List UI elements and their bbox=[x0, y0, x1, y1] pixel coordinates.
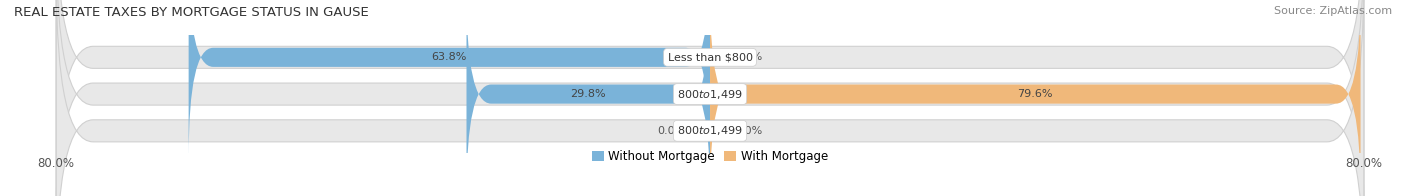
Text: 0.0%: 0.0% bbox=[657, 126, 686, 136]
Text: 63.8%: 63.8% bbox=[432, 52, 467, 62]
Text: REAL ESTATE TAXES BY MORTGAGE STATUS IN GAUSE: REAL ESTATE TAXES BY MORTGAGE STATUS IN … bbox=[14, 6, 368, 19]
Text: 0.0%: 0.0% bbox=[734, 52, 763, 62]
Text: 29.8%: 29.8% bbox=[571, 89, 606, 99]
FancyBboxPatch shape bbox=[56, 0, 1364, 196]
FancyBboxPatch shape bbox=[56, 0, 1364, 196]
FancyBboxPatch shape bbox=[188, 0, 710, 158]
FancyBboxPatch shape bbox=[467, 0, 710, 195]
Text: $800 to $1,499: $800 to $1,499 bbox=[678, 124, 742, 137]
FancyBboxPatch shape bbox=[710, 0, 1361, 195]
Text: 79.6%: 79.6% bbox=[1018, 89, 1053, 99]
Text: Less than $800: Less than $800 bbox=[668, 52, 752, 62]
Text: 0.0%: 0.0% bbox=[734, 126, 763, 136]
Text: Source: ZipAtlas.com: Source: ZipAtlas.com bbox=[1274, 6, 1392, 16]
FancyBboxPatch shape bbox=[56, 0, 1364, 196]
Text: $800 to $1,499: $800 to $1,499 bbox=[678, 88, 742, 101]
Legend: Without Mortgage, With Mortgage: Without Mortgage, With Mortgage bbox=[588, 146, 832, 168]
